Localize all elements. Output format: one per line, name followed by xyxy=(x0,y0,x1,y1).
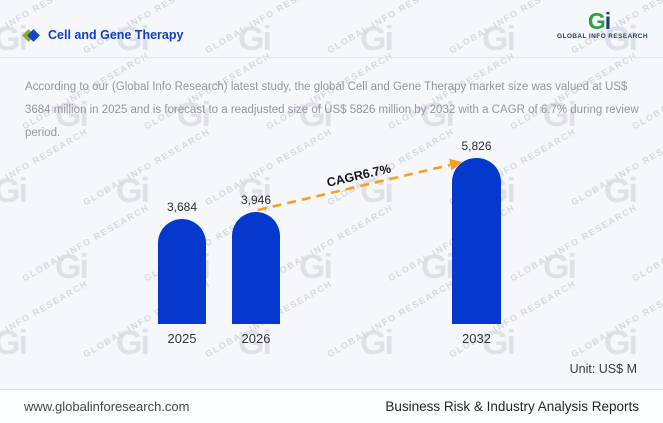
unit-label: Unit: US$ M xyxy=(569,362,637,376)
bar-2032 xyxy=(452,158,501,324)
company-logo: Gi GLOBAL INFO RESEARCH xyxy=(557,9,648,40)
market-description: According to our (Global Info Research) … xyxy=(25,80,639,139)
bar-2026 xyxy=(232,212,280,324)
bar-value-label: 3,946 xyxy=(240,193,272,207)
logo-caption: GLOBAL INFO RESEARCH xyxy=(557,33,648,40)
footer-tagline: Business Risk & Industry Analysis Report… xyxy=(385,399,639,414)
header: Cell and Gene Therapy Gi GLOBAL INFO RES… xyxy=(0,0,663,57)
bar-value-label: 3,684 xyxy=(166,200,198,214)
bar-group-2025: 3,684 2025 xyxy=(158,200,206,346)
header-title-block: Cell and Gene Therapy xyxy=(22,28,184,42)
page-title: Cell and Gene Therapy xyxy=(48,28,184,42)
footer-website-link[interactable]: www.globalinforesearch.com xyxy=(24,399,190,414)
logo-monogram-icon: Gi xyxy=(557,9,641,33)
bar-value-label: 5,826 xyxy=(461,139,492,153)
header-divider xyxy=(0,57,663,58)
axis-label-2032: 2032 xyxy=(462,331,491,346)
bar-group-2026: 3,946 2026 xyxy=(232,193,280,346)
bar-2025 xyxy=(158,219,206,324)
logo-letter-g: G xyxy=(587,8,606,34)
axis-label-2025: 2025 xyxy=(167,331,197,346)
cagr-trend-arrow-icon xyxy=(257,158,462,212)
logo-letter-i: i xyxy=(604,8,611,34)
axis-label-2026: 2026 xyxy=(241,331,271,346)
footer: www.globalinforesearch.com Business Risk… xyxy=(0,389,663,423)
bar-group-2032: 5,826 2032 xyxy=(452,139,501,346)
